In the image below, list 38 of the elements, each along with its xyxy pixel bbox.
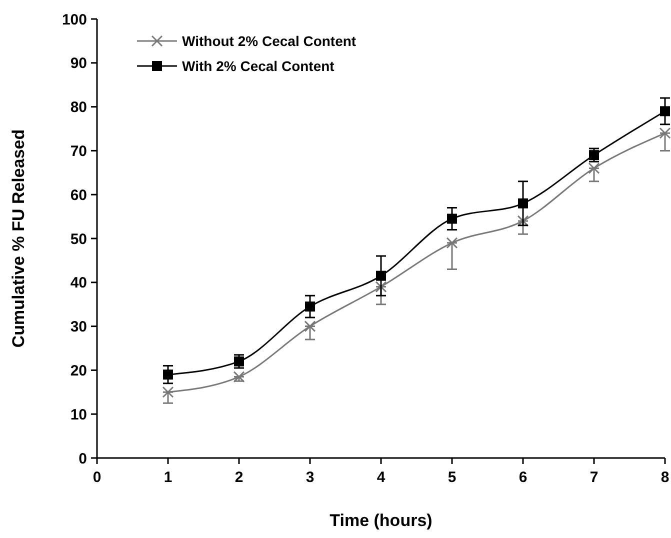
- x-tick-label: 7: [590, 469, 598, 486]
- point: [660, 106, 670, 116]
- y-tick-label: 20: [70, 362, 87, 380]
- y-tick-label: 50: [70, 230, 87, 248]
- point: [517, 215, 529, 227]
- x-axis-title: Time (hours): [330, 511, 432, 530]
- point: [233, 371, 245, 383]
- point: [375, 281, 387, 293]
- point: [376, 270, 386, 281]
- point: [163, 370, 173, 380]
- x-tick-label: 3: [306, 469, 314, 486]
- x-tick-label: 4: [376, 469, 386, 486]
- y-tick-label: 90: [70, 55, 87, 72]
- point: [446, 237, 458, 249]
- point: [162, 386, 174, 398]
- point: [447, 214, 457, 224]
- x-tick-label: 6: [518, 469, 528, 486]
- point: [659, 127, 671, 139]
- x-tick-label: 8: [660, 469, 670, 486]
- x-tick-label: 2: [234, 469, 244, 486]
- y-tick-label: 100: [62, 11, 87, 28]
- point: [588, 162, 600, 174]
- x-tick-label: 1: [164, 469, 172, 486]
- x-tick-label: 5: [448, 469, 456, 486]
- point: [518, 198, 528, 208]
- point: [305, 302, 315, 312]
- y-tick-label: 80: [70, 99, 87, 116]
- y-tick-label: 40: [70, 274, 87, 292]
- x-tick-label: 0: [92, 469, 102, 486]
- legend-label: Without 2% Cecal Content: [182, 32, 356, 49]
- y-tick-label: 30: [70, 318, 87, 336]
- y-axis-title: Cumulative % FU Released: [9, 129, 28, 348]
- y-tick-label: 0: [78, 450, 87, 468]
- point: [304, 320, 316, 332]
- y-tick-label: 10: [70, 406, 87, 424]
- y-tick-label: 60: [70, 186, 87, 204]
- y-tick-label: 70: [70, 142, 87, 160]
- legend-label: With 2% Cecal Content: [182, 58, 335, 74]
